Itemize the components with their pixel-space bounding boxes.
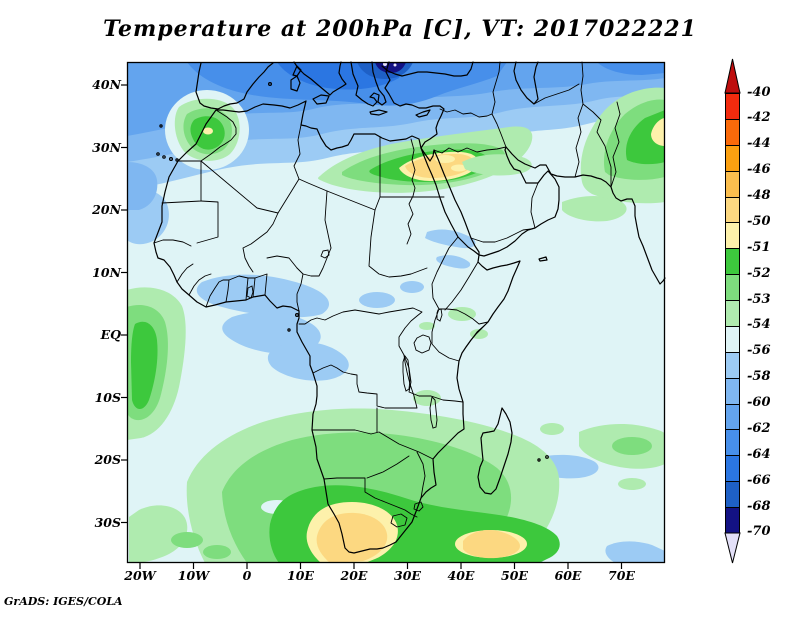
colorbar-tick-label: -64	[747, 446, 771, 462]
colorbar-tick-label: -54	[747, 317, 771, 333]
bioko-island	[295, 313, 300, 318]
sardinia-coastline	[290, 75, 301, 92]
temperature-fill-layer	[127, 62, 665, 563]
y-tick-label: 30N	[92, 139, 121, 155]
lake-victoria	[413, 334, 432, 354]
socotra-coastline	[538, 256, 548, 262]
colorbar-tick-label: -70	[747, 524, 771, 540]
lake-tanganyika	[402, 355, 411, 392]
axis-ticks	[121, 84, 623, 569]
colorbar-arrow-down	[724, 532, 741, 564]
country-border-layer	[153, 61, 621, 528]
colorbar-tick-label: -66	[747, 472, 771, 488]
map-canvas	[121, 61, 666, 569]
colorbar-tick-label: -58	[747, 369, 771, 385]
colorbar-arrows	[724, 58, 741, 564]
colorbar-tick-label: -56	[747, 343, 771, 359]
balearic-island	[268, 82, 273, 87]
grads-attribution: GrADS: IGES/COLA	[4, 595, 123, 608]
colorbar-tick-label: -40	[747, 84, 771, 100]
colorbar-tick-label: -52	[747, 265, 771, 281]
coastline-layer	[153, 61, 666, 554]
mauritius-island	[545, 455, 549, 459]
colorbar-arrow-up	[724, 58, 741, 94]
lake-chad	[320, 249, 330, 259]
plot-title: Temperature at 200hPa [C], VT: 201702222…	[103, 16, 697, 42]
x-tick-label: 20E	[340, 568, 368, 583]
iberia-coastline	[195, 62, 274, 110]
lake-malawi	[429, 396, 438, 429]
canary-island	[156, 152, 160, 156]
turkey-levant-coastline	[384, 61, 445, 149]
canary-island	[168, 156, 173, 161]
x-tick-label: 40E	[447, 568, 475, 583]
canary-island	[162, 155, 166, 159]
x-tick-label: 10W	[177, 568, 210, 583]
corsica-coastline	[292, 65, 302, 77]
colorbar-tick-label: -51	[747, 239, 771, 255]
africa-coastline	[153, 100, 521, 554]
colorbar-tick-label: -62	[747, 420, 771, 436]
iran-india-coastline	[505, 146, 666, 285]
y-tick-label: 20S	[94, 452, 121, 467]
lake-turkana	[436, 308, 443, 322]
colorbar-tick-label: -48	[747, 188, 771, 204]
y-tick-label: EQ	[100, 327, 121, 342]
colorbar-tick-label: -42	[747, 110, 771, 126]
cyprus-coastline	[415, 109, 431, 118]
x-tick-label: 0	[242, 568, 252, 583]
reunion-island	[537, 458, 541, 462]
arabia-coastline	[420, 146, 560, 257]
lake-volta	[246, 285, 254, 299]
x-tick-label: 30E	[394, 568, 421, 583]
y-tick-label: 20N	[92, 202, 121, 217]
x-tick-label: 50E	[501, 568, 528, 583]
colorbar-tick-label: -44	[747, 136, 771, 152]
sicily-coastline	[312, 94, 330, 105]
lake-layer	[246, 249, 443, 429]
balkans-greece-coastline	[350, 61, 387, 107]
italy-coastline	[293, 61, 347, 96]
y-tick-label: 30S	[94, 514, 121, 530]
y-tick-label: 10N	[92, 264, 121, 280]
colorbar-tick-label: -60	[747, 395, 771, 411]
colorbar-tick-label: -46	[747, 162, 771, 178]
canary-island	[175, 158, 179, 162]
colorbar-tick-label: -68	[747, 498, 771, 514]
y-tick-label: 10S	[94, 389, 121, 405]
x-tick-label: 60E	[554, 568, 582, 583]
x-tick-label: 70E	[608, 568, 635, 583]
crete-coastline	[369, 109, 388, 116]
map-frame	[126, 61, 666, 564]
x-tick-label: 10E	[287, 568, 314, 583]
y-tick-label: 40N	[92, 77, 121, 92]
x-tick-label: 20W	[124, 568, 156, 583]
colorbar-tick-label: -50	[747, 213, 771, 229]
black-sea-coastline	[381, 61, 474, 77]
madeira-island	[159, 124, 163, 128]
colorbar-tick-label: -53	[747, 291, 771, 307]
sao-tome-island	[287, 328, 291, 332]
madagascar-coastline	[477, 407, 513, 495]
